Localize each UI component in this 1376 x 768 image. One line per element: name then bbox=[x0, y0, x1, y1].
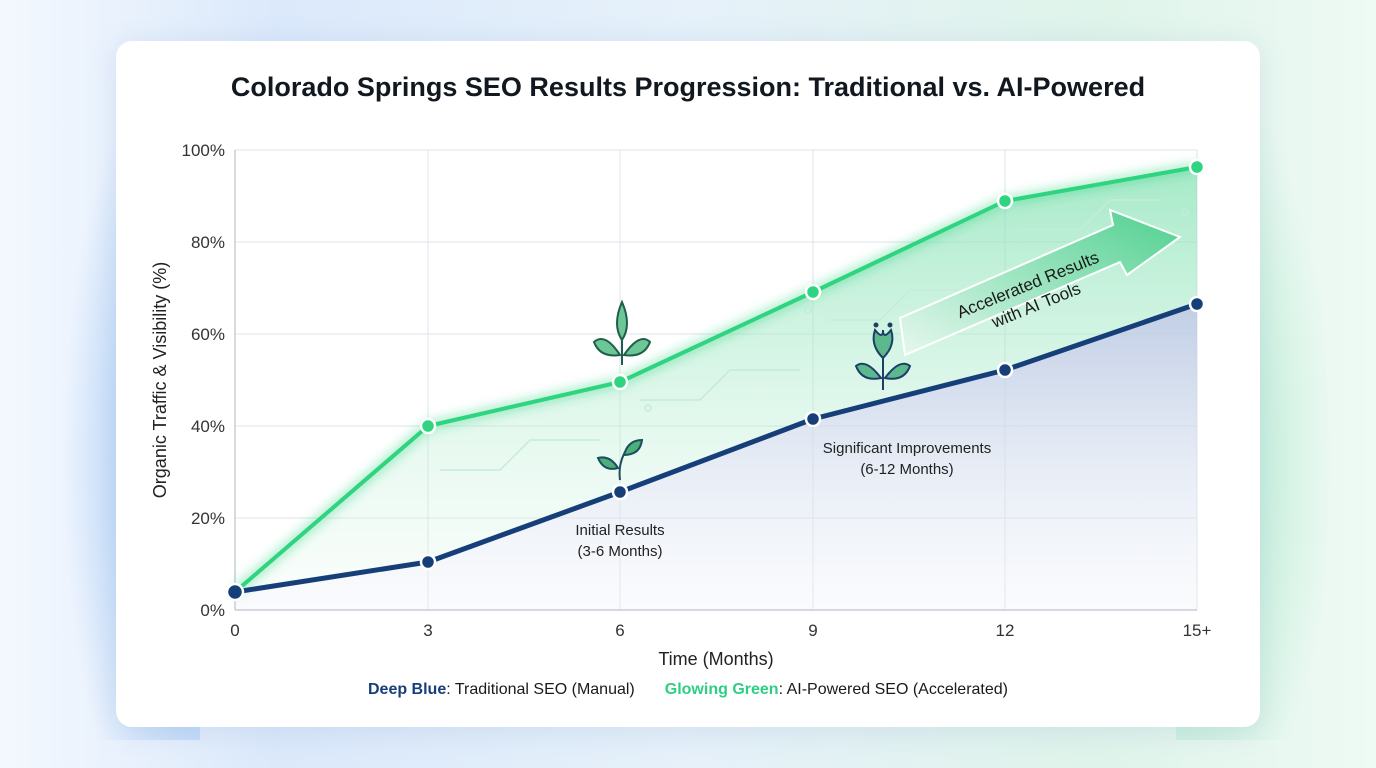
blue-markers bbox=[225, 295, 1206, 602]
accelerated-arrow bbox=[898, 208, 1183, 357]
svg-text:0%: 0% bbox=[200, 601, 225, 620]
legend-blue-desc: : Traditional SEO (Manual) bbox=[446, 681, 635, 698]
legend-green-name: Glowing Green bbox=[664, 681, 779, 698]
svg-text:15+: 15+ bbox=[1183, 621, 1212, 640]
green-area bbox=[235, 167, 1197, 592]
green-line bbox=[233, 165, 1198, 594]
svg-text:20%: 20% bbox=[191, 509, 225, 528]
svg-text:6: 6 bbox=[615, 621, 624, 640]
svg-text:0: 0 bbox=[230, 621, 239, 640]
y-tick-labels: 100% 80% 60% 40% 20% 0% bbox=[182, 141, 225, 620]
svg-text:100%: 100% bbox=[182, 141, 225, 160]
annotation-initial-line1: Initial Results bbox=[575, 522, 664, 539]
svg-text:60%: 60% bbox=[191, 325, 225, 344]
svg-text:80%: 80% bbox=[191, 233, 225, 252]
circuit-pattern bbox=[440, 199, 1189, 471]
legend: Deep Blue: Traditional SEO (Manual) Glowi… bbox=[0, 681, 1376, 699]
sprout-icon bbox=[596, 438, 644, 481]
x-tick-labels: 0 3 6 9 12 15+ bbox=[230, 621, 1211, 640]
annotation-significant-line1: Significant Improvements bbox=[823, 440, 991, 457]
svg-text:3: 3 bbox=[423, 621, 432, 640]
legend-green-desc: : AI-Powered SEO (Accelerated) bbox=[778, 681, 1008, 698]
annotation-significant-line2: (6-12 Months) bbox=[860, 461, 953, 478]
svg-text:9: 9 bbox=[808, 621, 817, 640]
svg-text:40%: 40% bbox=[191, 417, 225, 436]
budding-plant-icon bbox=[592, 299, 652, 365]
chart-title: Colorado Springs SEO Results Progression… bbox=[230, 72, 1146, 102]
green-markers bbox=[419, 158, 1206, 435]
flowering-plant-icon bbox=[854, 322, 912, 390]
annotation-initial-line2: (3-6 Months) bbox=[577, 543, 662, 560]
legend-blue-name: Deep Blue bbox=[367, 681, 447, 698]
y-axis-label: Organic Traffic & Visibility (%) bbox=[150, 262, 170, 498]
x-axis-label: Time (Months) bbox=[658, 649, 773, 669]
blue-line bbox=[234, 301, 1198, 595]
svg-text:12: 12 bbox=[996, 621, 1015, 640]
